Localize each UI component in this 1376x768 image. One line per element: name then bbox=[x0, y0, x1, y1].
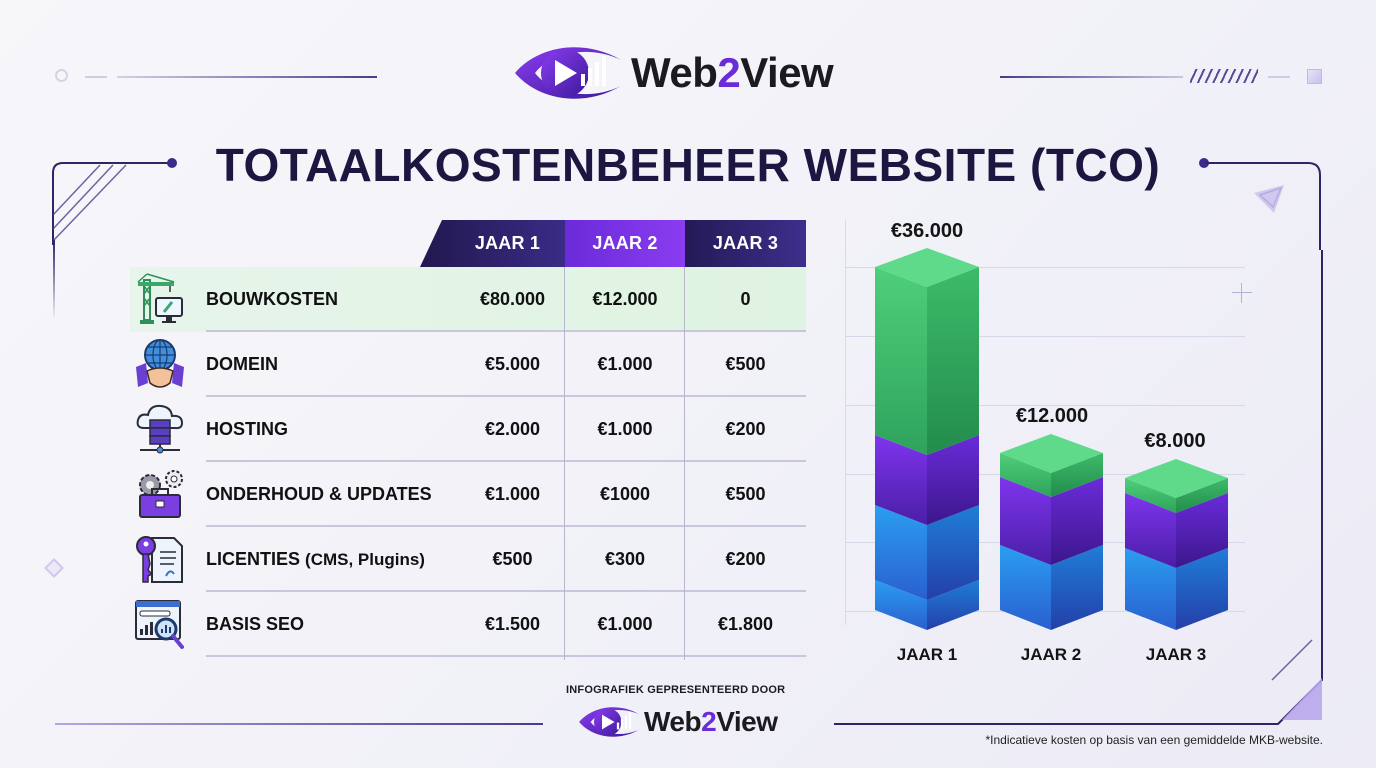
logo-text-view: View bbox=[716, 706, 778, 737]
cell-jaar-3: €500 bbox=[725, 354, 766, 374]
cell-jaar-1: €1.000 bbox=[484, 484, 541, 504]
gears-toolbox-icon bbox=[132, 467, 188, 523]
frame-left-vertical bbox=[53, 240, 55, 320]
cell-jaar-3: €200 bbox=[725, 549, 766, 569]
chart-y-axis bbox=[845, 220, 846, 625]
column-header-jaar-2: JAAR 2 bbox=[565, 220, 685, 267]
gridline bbox=[845, 336, 1245, 337]
bar-total-label-jaar-2: €12.000 bbox=[1015, 405, 1089, 427]
gridline bbox=[845, 405, 1245, 406]
footnote: *Indicatieve kosten op basis van een gem… bbox=[985, 733, 1323, 747]
crane-monitor-icon bbox=[132, 272, 188, 328]
bar-jaar-3 bbox=[1125, 459, 1228, 630]
cell-jaar-2: €1.000 bbox=[597, 354, 653, 374]
seo-magnifier-icon bbox=[132, 597, 188, 653]
decor-circle bbox=[55, 69, 68, 82]
decor-line-left-short bbox=[85, 76, 107, 78]
row-label: BOUWKOSTEN bbox=[206, 289, 338, 309]
logo-text-web: Web bbox=[631, 49, 718, 96]
cell-jaar-3: 0 bbox=[740, 289, 751, 309]
presented-by-text: INFOGRAFIEK GEPRESENTEERD DOOR bbox=[566, 684, 786, 696]
column-divider bbox=[684, 267, 685, 660]
globe-handshake-icon bbox=[132, 337, 188, 393]
column-divider bbox=[564, 267, 565, 660]
row-label: BASIS SEO bbox=[206, 614, 305, 634]
logo-eye-play-icon bbox=[579, 707, 640, 737]
table-row-licenties: LICENTIES (CMS, Plugins) €500 €300 €200 bbox=[130, 527, 806, 592]
table-row-basis-seo: BASIS SEO €1.500 €1.000 €1.800 bbox=[130, 592, 806, 657]
cell-jaar-1: €1.500 bbox=[484, 614, 541, 634]
table-row-hosting: HOSTING €2.000 €1.000 €200 bbox=[130, 397, 806, 462]
row-label-suffix: (CMS, Plugins) bbox=[305, 550, 425, 569]
frame-right-bottom bbox=[834, 250, 1323, 725]
bar-total-label-jaar-1: €36.000 bbox=[890, 220, 964, 242]
cell-jaar-1: €2.000 bbox=[484, 419, 541, 439]
cost-table: JAAR 1 JAAR 2 JAAR 3 BOUWKOSTEN €80.000 … bbox=[130, 220, 806, 660]
x-label-jaar-2: JAAR 2 bbox=[1020, 645, 1082, 664]
bar-jaar-1 bbox=[875, 248, 979, 630]
logo-text-web: Web bbox=[644, 706, 702, 737]
cell-jaar-1: €5.000 bbox=[484, 354, 541, 374]
table-row-bouwkosten: BOUWKOSTEN €80.000 €12.000 0 bbox=[130, 267, 806, 332]
logo-text-2: 2 bbox=[717, 49, 741, 96]
cell-jaar-2: €1000 bbox=[599, 484, 651, 504]
stacked-bar-chart: €36.000 €12.000 €8.000 JAAR 1 JAAR 2 JAA… bbox=[845, 215, 1250, 670]
decor-plus bbox=[1232, 283, 1252, 303]
decor-diamond bbox=[44, 558, 64, 578]
logo-text-2: 2 bbox=[701, 706, 717, 737]
column-header-jaar-3: JAAR 3 bbox=[685, 220, 806, 267]
header-logo: Web2View bbox=[513, 40, 834, 106]
logo-eye-play-icon bbox=[515, 47, 621, 99]
frame-right-corner bbox=[1199, 158, 1321, 250]
cell-jaar-2: €1.000 bbox=[597, 614, 653, 634]
bar-jaar-2 bbox=[1000, 434, 1103, 630]
footer-logo: Web2View bbox=[578, 702, 778, 742]
logo-text-view: View bbox=[740, 49, 834, 96]
cell-jaar-3: €1.800 bbox=[717, 614, 774, 634]
cell-jaar-2: €12.000 bbox=[592, 289, 658, 309]
page-title: TOTAALKOSTENBEHEER WEBSITE (TCO) bbox=[215, 139, 1161, 191]
bar-total-label-jaar-3: €8.000 bbox=[1144, 430, 1206, 452]
row-label: ONDERHOUD & UPDATES bbox=[206, 484, 432, 504]
row-label: DOMEIN bbox=[206, 354, 278, 374]
cell-jaar-3: €200 bbox=[725, 419, 766, 439]
decor-hatch bbox=[1190, 69, 1258, 83]
gridline bbox=[845, 267, 1245, 268]
key-document-icon bbox=[132, 532, 188, 588]
cell-jaar-2: €300 bbox=[604, 549, 646, 569]
cell-jaar-2: €1.000 bbox=[597, 419, 653, 439]
decor-square bbox=[1307, 69, 1322, 84]
x-label-jaar-3: JAAR 3 bbox=[1145, 645, 1207, 664]
cell-jaar-3: €500 bbox=[725, 484, 766, 504]
table-header: JAAR 1 JAAR 2 JAAR 3 bbox=[130, 220, 806, 267]
cell-jaar-1: €80.000 bbox=[479, 289, 546, 309]
table-row-onderhoud: ONDERHOUD & UPDATES €1.000 €1000 €500 bbox=[130, 462, 806, 527]
decor-line-bottom-left bbox=[55, 723, 543, 725]
x-label-jaar-1: JAAR 1 bbox=[896, 645, 958, 664]
row-label: HOSTING bbox=[206, 419, 289, 439]
row-label: LICENTIES (CMS, Plugins) bbox=[206, 549, 425, 570]
cell-jaar-1: €500 bbox=[492, 549, 533, 569]
cloud-server-icon bbox=[132, 402, 188, 458]
column-header-jaar-1: JAAR 1 bbox=[420, 220, 565, 267]
decor-line-left bbox=[117, 76, 377, 78]
decor-line-right bbox=[1000, 76, 1183, 78]
chart-bars bbox=[875, 248, 1228, 630]
decor-line-right-short bbox=[1268, 76, 1290, 78]
row-label-main: LICENTIES bbox=[206, 549, 301, 569]
table-row-domein: DOMEIN €5.000 €1.000 €500 bbox=[130, 332, 806, 397]
frame-left-corner bbox=[52, 158, 177, 245]
